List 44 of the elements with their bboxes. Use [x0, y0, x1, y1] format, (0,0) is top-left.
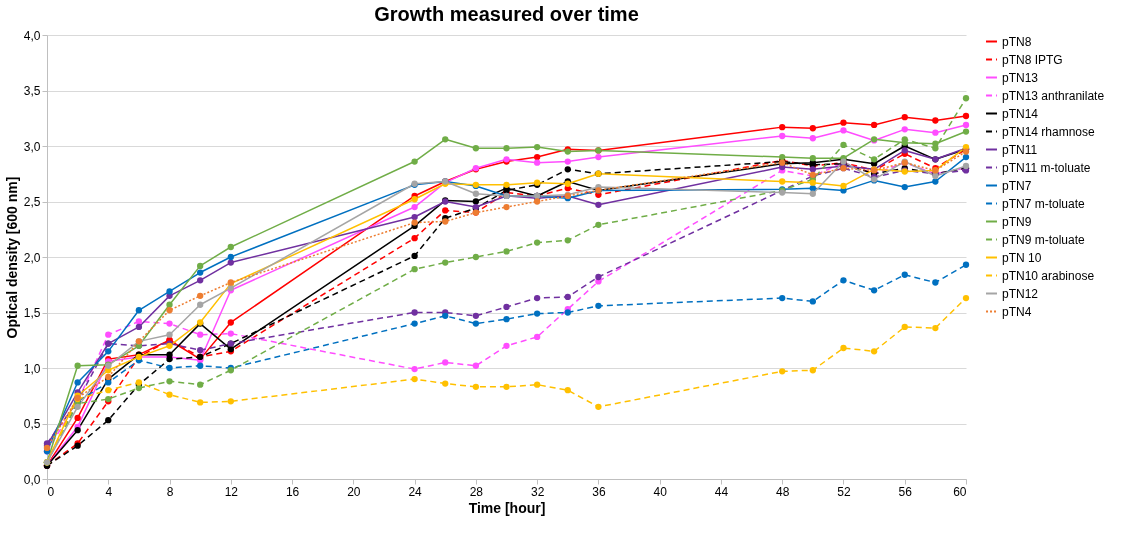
x-tick-label: 32 — [530, 484, 545, 499]
x-tick-label: 4 — [105, 484, 113, 499]
legend-label: pTN14 — [1002, 106, 1039, 121]
y-tick-label: 4,0 — [23, 28, 41, 43]
legend-label: pTN4 — [1002, 304, 1032, 319]
legend-label: pTN13 — [1002, 70, 1039, 85]
y-tick-label: 3,5 — [23, 84, 41, 98]
x-tick-label: 56 — [898, 484, 913, 499]
legend-label: pTN7 — [1002, 178, 1032, 193]
y-tick-label: 1,5 — [23, 306, 41, 320]
x-tick-label: 44 — [714, 484, 729, 499]
x-tick-label: 52 — [837, 484, 851, 499]
legend-label: pTN11 m-toluate — [1002, 160, 1091, 175]
x-axis-title: Time [hour] — [468, 499, 546, 516]
legend-label: pTN11 — [1002, 142, 1038, 157]
y-tick-label: 0,0 — [23, 472, 41, 487]
x-tick-label: 60 — [953, 484, 967, 499]
x-tick-label: 48 — [776, 484, 790, 499]
x-tick-label: 36 — [592, 484, 606, 499]
legend-label: pTN 10 — [1002, 250, 1042, 265]
legend-label: pTN10 arabinose — [1002, 268, 1095, 283]
legend-label: pTN8 — [1002, 34, 1032, 49]
legend-label: pTN14 rhamnose — [1002, 124, 1096, 139]
legend-label: pTN13 anthranilate — [1002, 88, 1105, 103]
legend-label: pTN12 — [1002, 286, 1039, 301]
chart-title: Growth measured over time — [374, 3, 639, 25]
y-tick-label: 1,0 — [23, 361, 41, 376]
y-tick-label: 0,5 — [23, 417, 41, 431]
x-tick-label: 24 — [408, 484, 423, 499]
x-tick-label: 16 — [285, 484, 300, 499]
y-axis-title: Optical density [600 nm] — [3, 176, 20, 339]
legend-label: pTN9 m-toluate — [1002, 232, 1086, 247]
y-tick-label: 2,5 — [23, 195, 41, 209]
y-tick-label: 3,0 — [23, 139, 41, 154]
legend-label: pTN9 — [1002, 214, 1032, 229]
x-tick-label: 0 — [47, 484, 55, 499]
y-tick-label: 2,0 — [23, 250, 41, 265]
x-tick-label: 28 — [469, 484, 484, 499]
x-tick-label: 12 — [224, 484, 239, 499]
legend-label: pTN8 IPTG — [1002, 52, 1063, 67]
x-tick-label: 20 — [347, 484, 361, 499]
x-tick-label: 8 — [166, 484, 174, 499]
x-tick-label: 40 — [653, 484, 668, 499]
legend-label: pTN7 m-toluate — [1002, 196, 1086, 211]
